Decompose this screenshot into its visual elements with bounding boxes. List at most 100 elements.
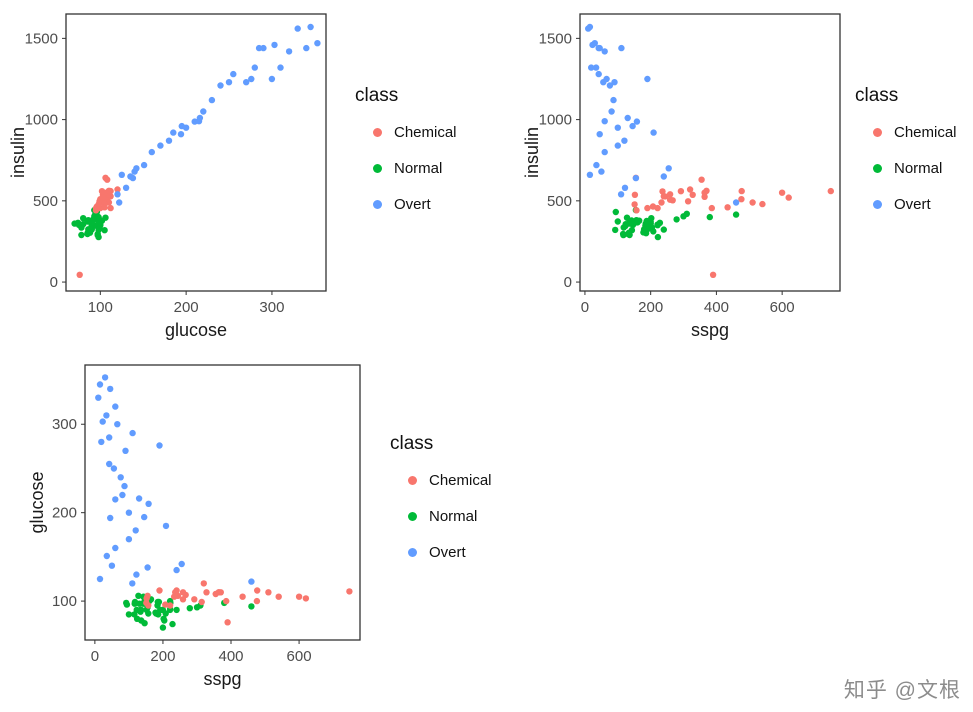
data-point xyxy=(591,40,598,47)
legend-item-normal: Normal xyxy=(390,505,492,527)
legend-label-chemical: Chemical xyxy=(894,123,957,141)
data-point xyxy=(144,592,151,599)
data-point xyxy=(177,131,185,138)
data-point xyxy=(673,216,680,223)
data-point xyxy=(179,589,187,596)
data-point xyxy=(251,64,258,71)
data-point xyxy=(106,434,113,441)
data-point xyxy=(677,188,685,195)
data-point xyxy=(650,129,657,136)
data-point xyxy=(606,82,614,89)
data-point xyxy=(162,610,169,617)
data-point xyxy=(132,527,139,534)
data-point xyxy=(162,522,170,530)
data-point xyxy=(660,173,667,180)
legend-item-overt: Overt xyxy=(390,541,492,563)
data-point xyxy=(277,64,284,71)
legend-item-chemical: Chemical xyxy=(855,121,957,143)
y-tick-label: 1500 xyxy=(25,30,58,47)
data-point xyxy=(738,187,745,195)
data-point xyxy=(648,224,656,231)
data-point xyxy=(200,108,207,115)
legend-title: class xyxy=(855,85,899,106)
legend-item-normal: Normal xyxy=(355,157,457,179)
data-point xyxy=(636,217,643,224)
data-point xyxy=(129,580,136,587)
x-tick-label: 200 xyxy=(150,648,175,665)
watermark: 知乎 @文根 xyxy=(843,679,961,702)
legend-title: class xyxy=(355,85,399,106)
data-point xyxy=(200,580,207,587)
data-point xyxy=(140,161,148,169)
data-point xyxy=(698,176,705,183)
scatter-plot-insulin-vs-sspg: 0 200 400 600 0 500 1000 1500 sspg insulin xyxy=(522,13,841,340)
data-point xyxy=(724,204,731,211)
data-point xyxy=(169,620,176,628)
data-point xyxy=(95,233,102,241)
data-point xyxy=(294,25,301,32)
data-point xyxy=(76,271,83,278)
data-point xyxy=(596,131,603,138)
data-point xyxy=(198,598,205,606)
data-point xyxy=(644,75,651,83)
data-point xyxy=(619,230,627,238)
data-point xyxy=(620,224,627,231)
data-point xyxy=(159,624,167,631)
data-point xyxy=(186,605,193,612)
y-tick-label: 200 xyxy=(52,505,77,522)
data-point xyxy=(601,148,608,156)
data-point xyxy=(95,201,102,208)
x-tick-label: 400 xyxy=(704,299,729,316)
data-point xyxy=(99,194,107,201)
x-tick-label: 0 xyxy=(581,299,589,316)
data-point xyxy=(196,114,204,122)
data-point xyxy=(625,229,633,236)
y-tick-label: 300 xyxy=(52,416,77,433)
data-point xyxy=(254,587,261,594)
data-point xyxy=(658,199,665,206)
y-tick-label: 0 xyxy=(564,274,572,291)
data-point xyxy=(598,168,605,175)
y-tick-label: 500 xyxy=(547,193,572,210)
x-tick-label: 200 xyxy=(174,299,199,316)
data-point xyxy=(224,619,231,626)
data-point xyxy=(121,482,128,490)
data-point xyxy=(78,231,85,239)
data-point xyxy=(148,148,155,156)
data-point xyxy=(643,217,650,225)
data-point xyxy=(633,207,640,214)
data-point xyxy=(104,176,111,183)
data-point xyxy=(595,70,602,78)
data-point xyxy=(593,161,600,169)
legend-class-plot2: class Chemical Normal Overt xyxy=(855,85,957,215)
data-point xyxy=(660,193,667,200)
data-point xyxy=(586,23,594,31)
data-point xyxy=(95,394,102,401)
legend-key-overt-icon xyxy=(408,547,417,557)
scatter-plot-insulin-vs-glucose: 100 200 300 0 500 1000 1500 glucose insulin xyxy=(8,13,327,340)
data-point xyxy=(624,114,631,122)
data-point xyxy=(621,184,629,191)
legend-label-normal: Normal xyxy=(894,159,943,177)
data-point xyxy=(686,186,694,193)
data-point xyxy=(588,64,595,71)
data-point xyxy=(162,601,169,608)
data-point xyxy=(239,593,246,600)
data-point xyxy=(223,597,230,605)
data-point xyxy=(631,201,638,208)
data-point xyxy=(285,48,293,55)
data-point xyxy=(260,44,267,52)
legend-label-overt: Overt xyxy=(394,195,431,213)
data-point xyxy=(612,208,619,216)
data-point xyxy=(178,560,185,568)
data-point xyxy=(596,44,603,52)
data-point xyxy=(732,199,740,206)
data-point xyxy=(125,509,133,516)
data-point xyxy=(114,186,121,193)
plot-panel xyxy=(579,13,841,292)
data-point xyxy=(648,215,655,222)
legend-label-overt: Overt xyxy=(429,543,466,561)
data-point xyxy=(106,187,114,195)
legend-key-normal-icon xyxy=(873,163,882,173)
data-point xyxy=(101,204,108,211)
